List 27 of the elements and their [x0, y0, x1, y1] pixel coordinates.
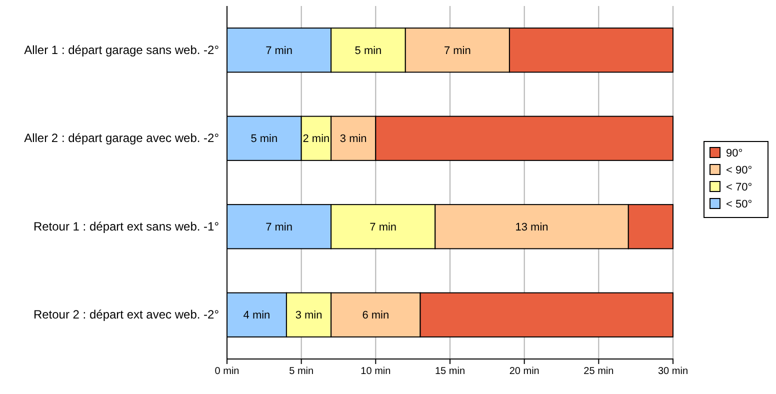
- y-tick-label: Aller 2 : départ garage avec web. -2°: [24, 131, 220, 146]
- data-label: 13 min: [515, 221, 548, 234]
- y-tick-label: Aller 1 : départ garage sans web. -2°: [24, 42, 220, 57]
- x-tick-label: 0 min: [214, 366, 240, 378]
- y-tick-label: Retour 1 : départ ext sans web. -1°: [33, 219, 220, 234]
- x-tick-label: 25 min: [584, 366, 614, 378]
- y-tick-label: Retour 2 : départ ext avec web. -2°: [33, 308, 220, 322]
- data-label: 7 min: [370, 221, 397, 234]
- legend-label: 90°: [726, 147, 743, 160]
- data-label: 7 min: [444, 44, 471, 57]
- data-label: 6 min: [362, 310, 390, 322]
- data-label: 7 min: [266, 44, 292, 57]
- legend-label: < 90°: [726, 164, 752, 176]
- data-label: 5 min: [250, 133, 278, 146]
- x-tick-label: 20 min: [509, 366, 540, 378]
- data-label: 7 min: [266, 221, 292, 234]
- legend-label: < 70°: [726, 181, 752, 194]
- data-label: 3 min: [295, 310, 322, 322]
- data-label: 2 min: [302, 133, 330, 146]
- data-label: 4 min: [243, 310, 270, 322]
- x-tick-label: 15 min: [434, 366, 466, 378]
- legend-label: < 50°: [726, 198, 752, 210]
- data-label: 5 min: [354, 44, 382, 57]
- x-tick-label: 30 min: [658, 366, 688, 378]
- x-tick-label: 5 min: [289, 366, 314, 378]
- x-tick-label: 10 min: [360, 366, 391, 378]
- data-label: 3 min: [340, 133, 367, 146]
